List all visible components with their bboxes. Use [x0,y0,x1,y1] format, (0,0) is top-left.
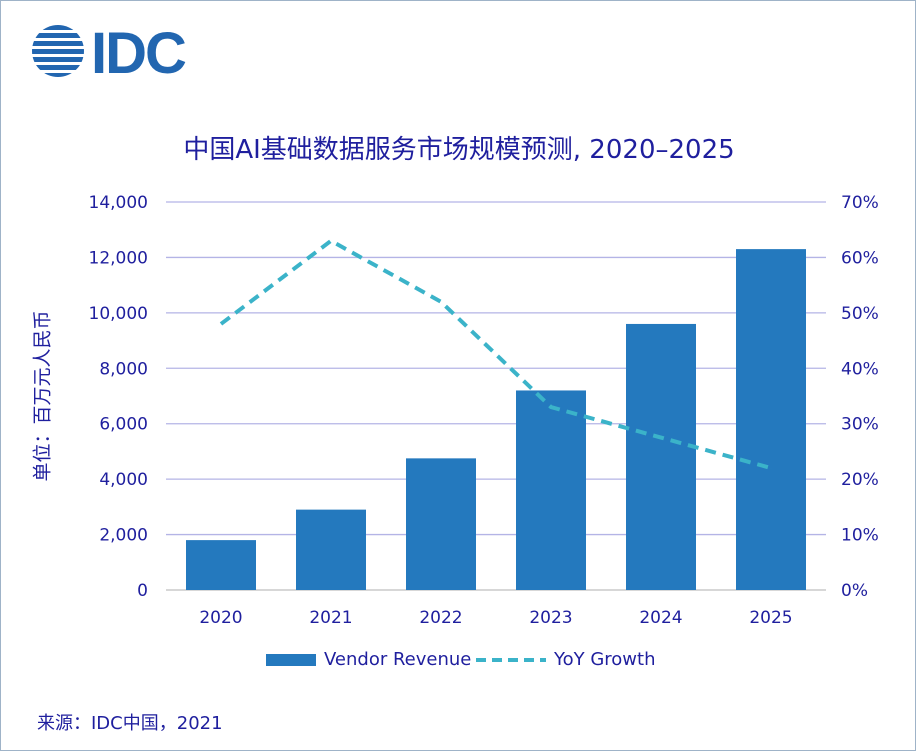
y2-tick-label: 30% [841,415,879,435]
y2-tick-label: 0% [841,581,868,601]
bar-2024 [626,323,696,590]
legend-item-yoy-growth: YoY Growth [476,649,656,670]
legend-label: Vendor Revenue [324,649,472,670]
svg-text:IDC: IDC [91,23,186,79]
bar-2025 [736,249,806,590]
bar-2023 [516,390,586,590]
bar-2022 [406,458,476,590]
y2-tick-label: 20% [841,470,879,490]
y-tick-label: 10,000 [89,304,148,324]
bar-2020 [186,540,256,590]
y2-tick-label: 10% [841,526,879,546]
y2-tick-label: 40% [841,359,879,379]
x-tick-label: 2021 [309,608,352,628]
y-tick-label: 0 [137,581,148,601]
y2-tick-label: 60% [841,248,879,268]
y-tick-label: 6,000 [99,415,148,435]
y-tick-label: 8,000 [99,359,148,379]
y2-tick-label: 50% [841,304,879,324]
legend-swatch-bar [266,653,316,666]
y-tick-label: 4,000 [99,470,148,490]
y-tick-label: 12,000 [89,248,148,268]
legend-label: YoY Growth [554,649,656,670]
source-note: 来源：IDC中国，2021 [37,713,223,734]
idc-logo: IDC [32,23,188,79]
legend-swatch-line [476,657,546,662]
y-tick-label: 2,000 [99,526,148,546]
x-tick-label: 2024 [639,608,682,628]
y2-tick-label: 70% [841,193,879,213]
bar-2021 [296,509,366,590]
x-tick-label: 2025 [749,608,792,628]
legend-item-vendor-revenue: Vendor Revenue [266,649,471,670]
chart-title: 中国AI基础数据服务市场规模预测, 2020–2025 [183,135,735,165]
x-tick-label: 2022 [419,608,462,628]
yoy-growth-line [219,238,772,470]
x-tick-label: 2023 [529,608,572,628]
y-tick-label: 14,000 [89,193,148,213]
x-tick-label: 2020 [199,608,242,628]
